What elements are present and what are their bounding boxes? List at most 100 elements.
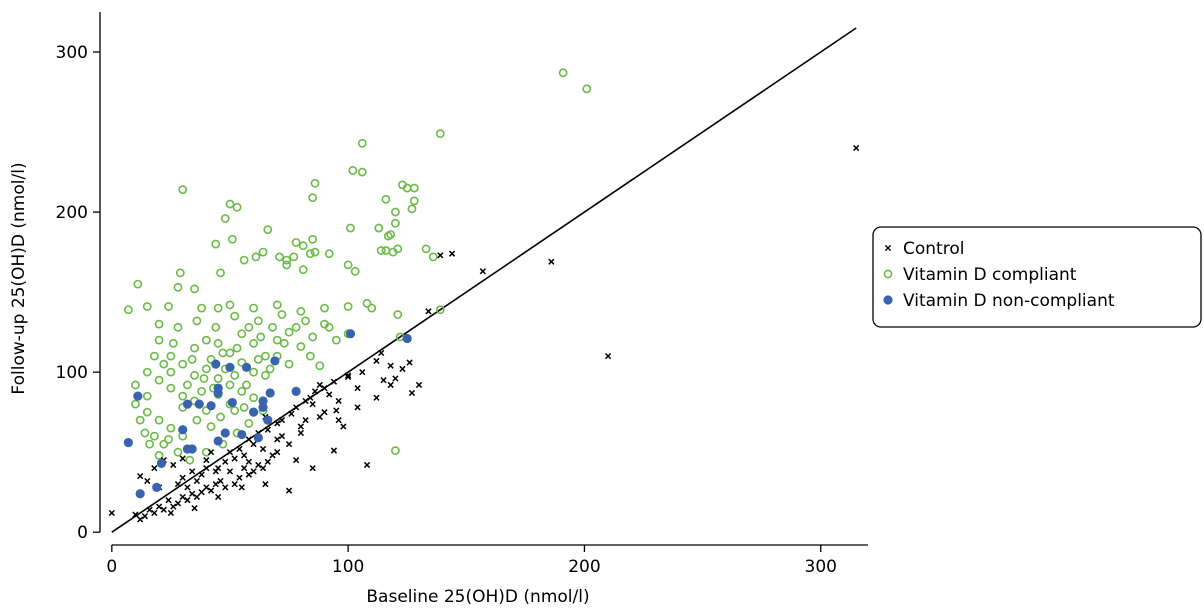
compliant-point [381, 194, 391, 204]
compliant-point [206, 354, 216, 364]
control-point [387, 362, 394, 369]
control-point [363, 461, 371, 469]
control-point [193, 493, 201, 501]
control-point [344, 373, 352, 381]
compliant-point [331, 335, 341, 345]
control-point [191, 505, 198, 512]
control-point [321, 409, 328, 416]
compliant-point [154, 319, 164, 329]
compliant-point [374, 223, 384, 233]
compliant-point [263, 225, 273, 235]
noncompliant-point [213, 388, 223, 398]
compliant-point [301, 316, 310, 326]
compliant-point [308, 193, 318, 203]
identity-reference-line [111, 27, 857, 533]
control-point [330, 447, 338, 454]
control-point [231, 481, 238, 488]
control-point [288, 410, 295, 417]
compliant-point [173, 322, 183, 332]
compliant-point [282, 260, 292, 270]
compliant-point [279, 338, 289, 348]
series-compliant [123, 68, 592, 465]
compliant-point [135, 415, 145, 425]
control-point [278, 433, 286, 440]
compliant-point [251, 252, 261, 262]
control-point [387, 381, 394, 389]
compliant-point [253, 354, 263, 364]
control-point [274, 436, 281, 443]
compliant-point [166, 423, 176, 433]
control-point [250, 441, 257, 448]
compliant-point [435, 305, 445, 315]
noncompliant-point [237, 429, 247, 440]
control-point [479, 268, 486, 275]
compliant-point [232, 343, 242, 353]
compliant-point [296, 306, 306, 316]
compliant-point [383, 231, 393, 241]
compliant-point [272, 300, 282, 310]
compliant-point [218, 348, 228, 358]
compliant-point [173, 447, 183, 457]
compliant-point [362, 298, 372, 308]
compliant-point [187, 354, 197, 364]
compliant-point [277, 310, 287, 319]
control-point [238, 484, 245, 491]
control-point [137, 516, 144, 523]
compliant-point [310, 247, 320, 257]
compliant-point [350, 266, 360, 276]
noncompliant-point [211, 359, 221, 369]
control-point [278, 417, 286, 424]
control-point [132, 511, 139, 518]
control-point [392, 375, 399, 382]
legend-entry-noncompliant: Vitamin D non-compliant [883, 291, 1115, 311]
noncompliant-point [241, 362, 252, 372]
control-point [184, 484, 191, 491]
compliant-point [201, 447, 211, 457]
compliant-point [216, 412, 225, 422]
control-point [378, 349, 385, 357]
noncompliant-point [225, 362, 235, 372]
control-point [212, 468, 219, 475]
compliant-point [367, 303, 377, 313]
control-point [245, 458, 253, 465]
control-point [144, 477, 151, 485]
control-point [184, 497, 191, 504]
compliant-point [348, 166, 358, 175]
control-point [212, 481, 219, 488]
control-point [108, 509, 115, 517]
control-point [151, 465, 158, 472]
control-point [217, 477, 224, 485]
control-point [222, 458, 229, 465]
control-point [231, 455, 238, 462]
compliant-point [381, 246, 391, 255]
legend-box [872, 226, 1202, 328]
compliant-point [261, 351, 270, 361]
x-axis-ticks: 0 100 200 300 [106, 545, 837, 577]
compliant-point [237, 329, 247, 339]
legend-entry-compliant-label: Vitamin D compliant [903, 265, 1077, 285]
x-tick-label: 0 [106, 557, 117, 577]
compliant-point [154, 450, 164, 460]
control-point [380, 377, 387, 384]
compliant-point [239, 255, 249, 265]
compliant-point [230, 406, 240, 415]
legend-entry-noncompliant-marker [883, 295, 893, 305]
compliant-point [201, 335, 211, 345]
control-point [189, 468, 196, 475]
compliant-point [220, 214, 230, 223]
noncompliant-point [206, 401, 216, 411]
control-point [330, 378, 338, 385]
control-point [193, 477, 201, 485]
noncompliant-point [291, 386, 301, 396]
compliant-point [244, 322, 254, 332]
compliant-point [230, 311, 240, 321]
compliant-point [227, 234, 237, 244]
control-point [179, 474, 186, 481]
legend-entry-compliant: Vitamin D compliant [883, 265, 1077, 285]
noncompliant-point [194, 399, 204, 409]
legend: Control Vitamin D compliant Vitamin D non-… [872, 226, 1202, 328]
control-point [335, 397, 342, 405]
control-point [174, 481, 182, 488]
control-point [141, 513, 149, 520]
control-point [174, 500, 182, 507]
